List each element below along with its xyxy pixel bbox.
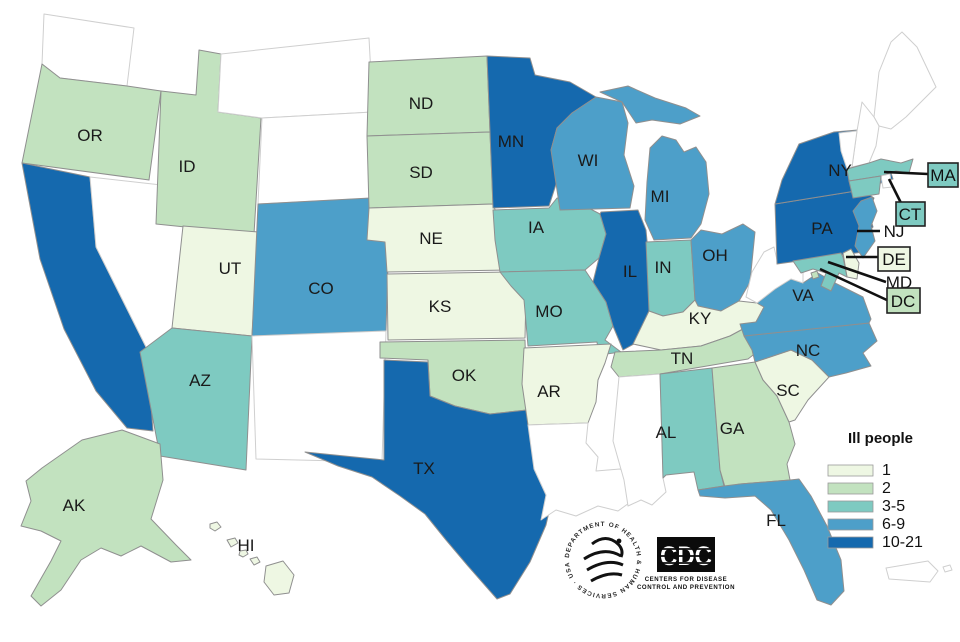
state-md [792, 252, 848, 292]
state-nc [743, 322, 878, 378]
state-label-sd: SD [409, 163, 433, 182]
state-la [527, 422, 641, 521]
state-label-ia: IA [528, 218, 545, 237]
state-label-wi: WI [578, 151, 599, 170]
state-label-ky: KY [689, 309, 712, 328]
state-label-az: AZ [189, 371, 211, 390]
callout-box-ct [895, 201, 926, 227]
state-label-ak: AK [63, 496, 86, 515]
state-fl [697, 478, 845, 606]
cdc-logo-box [657, 537, 715, 572]
state-label-mi: MI [651, 187, 670, 206]
state-label-ok: OK [452, 366, 477, 385]
hhs-eagle-icon [583, 537, 624, 583]
state-tx [304, 359, 565, 600]
state-me [873, 31, 937, 130]
callout-box-dc [886, 287, 921, 314]
state-dc [810, 270, 820, 280]
state-label-nd: ND [409, 94, 434, 113]
state-ar [521, 343, 612, 426]
state-label-mn: MN [498, 132, 524, 151]
state-label-co: CO [308, 279, 334, 298]
state-hi-island-4 [249, 556, 261, 566]
legend-label-3: 3-5 [882, 498, 905, 515]
callout-leader-dc [819, 267, 890, 303]
state-ut [171, 225, 259, 337]
state-mi-upper [599, 85, 701, 125]
state-wy [257, 111, 377, 205]
legend-swatch-1 [827, 464, 874, 477]
legend-swatch-3 [827, 500, 874, 513]
state-label-or: OR [77, 126, 103, 145]
state-label-fl: FL [766, 511, 786, 530]
callout-box-de [877, 246, 911, 272]
callout-label-dc: DC [891, 292, 916, 311]
state-hi-island-big [263, 560, 295, 596]
state-mi [644, 135, 710, 241]
state-ks [386, 271, 527, 341]
state-hi-island-3 [238, 549, 249, 558]
state-label-ny: NY [828, 161, 852, 180]
territory-pr-islet [942, 564, 953, 573]
legend: Ill people 1 2 3-5 6-9 10-21 [827, 430, 923, 551]
callout-leader-ct [887, 178, 903, 204]
state-label-ar: AR [537, 382, 561, 401]
legend-swatch-4 [827, 518, 874, 531]
state-label-ne: NE [419, 229, 443, 248]
state-oh [690, 223, 756, 312]
callout-label-de: DE [882, 250, 906, 269]
legend-label-5: 10-21 [882, 534, 923, 551]
state-mt [217, 37, 374, 119]
state-label-hi: HI [238, 536, 255, 555]
state-label-mo: MO [535, 302, 562, 321]
cdc-logo-caption-2: CONTROL AND PREVENTION [637, 584, 735, 591]
legend-title: Ill people [848, 430, 913, 447]
state-label-ks: KS [429, 297, 452, 316]
state-ct [848, 175, 882, 199]
state-label-nc: NC [796, 341, 821, 360]
state-label-ut: UT [219, 259, 242, 278]
state-label-tx: TX [413, 459, 435, 478]
callout-leaders [819, 170, 929, 303]
callout-box-ma [927, 162, 959, 188]
callout-leader-md [827, 260, 887, 284]
cdc-logo-stripes [657, 548, 715, 564]
callout-label-ct: CT [899, 205, 922, 224]
territory-pr [885, 560, 939, 583]
callout-leader-ma [883, 170, 929, 176]
cdc-logo: CDC CENTERS FOR DISEASE CONTROL AND PREV… [637, 537, 735, 591]
state-in [645, 239, 696, 317]
state-ak [20, 429, 192, 607]
state-wi [550, 96, 635, 211]
state-label-il: IL [623, 262, 637, 281]
legend-swatch-5 [827, 536, 874, 549]
cdc-logo-caption-1: CENTERS FOR DISEASE [645, 576, 728, 583]
state-label-al: AL [656, 423, 677, 442]
callout-label-ma: MA [930, 166, 956, 185]
state-az [139, 327, 253, 471]
state-label-va: VA [792, 286, 814, 305]
state-hi-island-1 [209, 521, 222, 532]
states-layer [20, 13, 953, 607]
state-hi-island-2 [226, 537, 239, 548]
state-or [21, 63, 162, 181]
legend-label-2: 2 [882, 480, 891, 497]
state-nm [251, 330, 387, 463]
callout-boxes: MA CT DE DC [877, 162, 959, 314]
state-label-oh: OH [702, 246, 728, 265]
legend-label-4: 6-9 [882, 516, 905, 533]
state-label-tn: TN [671, 349, 694, 368]
state-label-sc: SC [776, 381, 800, 400]
state-nj [852, 196, 878, 259]
state-label-ga: GA [720, 419, 745, 438]
state-label-id: ID [179, 157, 196, 176]
legend-label-1: 1 [882, 462, 891, 479]
legend-swatch-2 [827, 482, 874, 495]
state-label-pa: PA [811, 219, 833, 238]
state-il [592, 209, 660, 351]
state-label-in: IN [655, 258, 672, 277]
